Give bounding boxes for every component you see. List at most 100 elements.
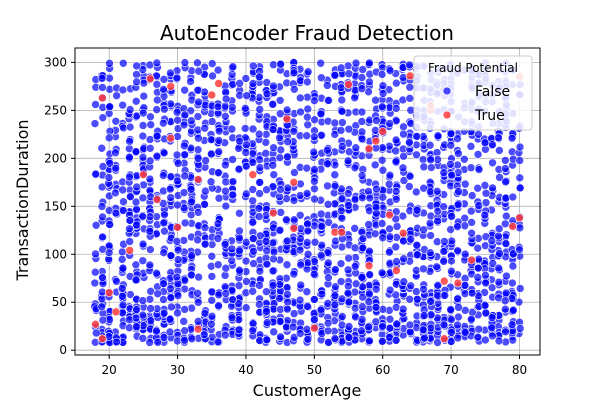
point-false <box>317 289 327 299</box>
point-false <box>432 262 442 272</box>
point-true <box>91 319 100 329</box>
point-false <box>316 209 326 219</box>
point-false <box>159 333 169 342</box>
point-false <box>248 326 257 335</box>
point-false <box>385 314 395 324</box>
point-false <box>241 74 251 83</box>
point-false <box>501 164 510 173</box>
point-false <box>235 246 244 256</box>
point-false <box>433 206 443 216</box>
point-false <box>275 109 285 119</box>
point-false <box>254 129 264 139</box>
point-false <box>255 163 265 172</box>
point-false <box>494 277 504 287</box>
point-false <box>310 194 319 204</box>
legend-box <box>413 55 533 131</box>
point-true <box>104 288 114 297</box>
point-false <box>508 278 517 288</box>
point-false <box>221 94 231 104</box>
point-false <box>172 150 182 160</box>
point-false <box>371 202 381 212</box>
point-false <box>290 84 299 94</box>
point-false <box>275 192 284 202</box>
point-false <box>323 318 333 328</box>
point-false <box>323 181 332 191</box>
point-false <box>105 220 114 229</box>
point-false <box>467 314 476 324</box>
point-false <box>303 67 313 77</box>
point-false <box>412 287 421 296</box>
point-false <box>330 130 340 139</box>
point-false <box>377 219 387 228</box>
point-false <box>481 335 490 345</box>
point-false <box>159 171 168 180</box>
point-false <box>310 177 319 186</box>
legend-label-false: False <box>475 84 510 100</box>
point-false <box>275 96 285 105</box>
point-false <box>330 71 340 80</box>
point-false <box>377 102 387 112</box>
y-axis-label: TransactionDuration <box>13 119 32 281</box>
point-false <box>220 101 230 111</box>
point-false <box>481 308 491 318</box>
point-false <box>132 61 141 71</box>
point-false <box>131 260 141 270</box>
point-false <box>365 193 375 203</box>
point-false <box>425 218 435 228</box>
point-false <box>98 212 107 222</box>
x-tick-label: 50 <box>307 363 322 377</box>
point-false <box>440 237 449 246</box>
point-false <box>153 338 163 347</box>
point-false <box>378 321 387 331</box>
point-false <box>132 220 141 230</box>
point-false <box>466 206 476 216</box>
point-false <box>494 336 504 346</box>
point-false <box>364 220 373 229</box>
point-false <box>97 74 107 83</box>
point-false <box>371 303 381 312</box>
point-true <box>405 71 415 81</box>
point-false <box>344 322 354 331</box>
point-false <box>447 170 457 180</box>
point-false <box>330 291 340 300</box>
point-false <box>454 303 463 312</box>
point-false <box>358 302 367 311</box>
point-false <box>425 248 435 258</box>
point-false <box>453 320 462 330</box>
point-false <box>296 280 306 290</box>
point-false <box>411 187 421 197</box>
point-false <box>214 301 223 310</box>
point-false <box>357 315 367 324</box>
point-false <box>495 146 504 155</box>
point-false <box>241 256 251 266</box>
point-false <box>145 174 155 184</box>
point-true <box>467 255 476 265</box>
y-tick-label: 100 <box>44 247 67 261</box>
point-false <box>365 246 374 256</box>
point-false <box>350 224 359 233</box>
point-false <box>193 86 203 95</box>
point-false <box>248 79 258 88</box>
point-false <box>391 303 401 312</box>
point-false <box>220 271 230 280</box>
point-false <box>159 85 168 94</box>
point-false <box>262 318 272 327</box>
point-false <box>358 65 367 74</box>
point-false <box>357 273 367 282</box>
point-false <box>118 300 128 310</box>
point-false <box>227 244 237 254</box>
point-false <box>391 157 401 167</box>
point-false <box>507 320 517 330</box>
point-false <box>323 299 333 308</box>
point-false <box>419 285 428 294</box>
point-false <box>165 184 175 194</box>
point-false <box>131 147 141 156</box>
point-false <box>446 305 455 314</box>
point-false <box>446 129 456 138</box>
point-false <box>207 59 217 68</box>
point-false <box>474 165 484 174</box>
point-false <box>207 272 217 281</box>
point-false <box>370 229 380 239</box>
point-false <box>501 177 510 187</box>
point-false <box>139 91 149 101</box>
